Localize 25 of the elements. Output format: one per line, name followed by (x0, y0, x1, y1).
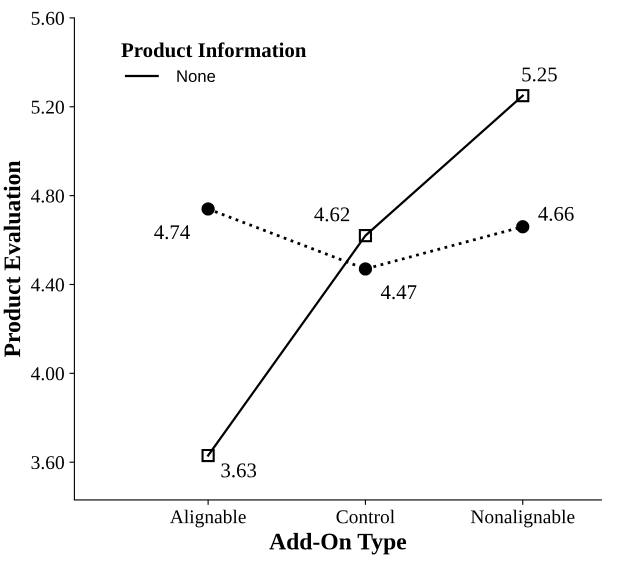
x-tick-label: Nonalignable (470, 510, 574, 528)
legend-title: Product Information (121, 42, 306, 58)
x-axis-title: Add-On Type (269, 532, 406, 554)
point (202, 202, 215, 216)
data-label: 4.47 (380, 285, 416, 300)
data-label: 3.63 (221, 463, 256, 478)
point (358, 229, 372, 242)
point (202, 448, 215, 462)
y-tick-label: 3.60 (32, 456, 64, 470)
data-label: 4.74 (154, 225, 190, 240)
data-label: 4.62 (314, 207, 350, 222)
y-tick-label: 4.00 (31, 367, 64, 380)
y-tick-label: 4.40 (31, 278, 64, 292)
legend-label: None (177, 70, 216, 82)
y-tick-label: 5.20 (32, 100, 64, 114)
point (516, 89, 530, 102)
x-tick-label: Control (336, 510, 395, 524)
point (358, 262, 372, 276)
x-tick-label: Alignable (170, 510, 246, 528)
point (516, 220, 530, 234)
y-axis-title: Product Evaluation (4, 160, 20, 358)
y-tick-label: 4.80 (31, 189, 64, 203)
y-tick-label: 5.60 (32, 12, 64, 25)
data-label: 4.66 (538, 206, 574, 221)
data-label: 5.25 (522, 67, 557, 82)
